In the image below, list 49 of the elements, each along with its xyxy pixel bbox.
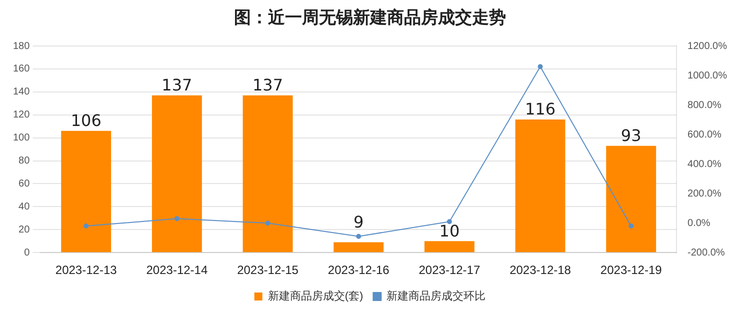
x-tick-label: 2023-12-19 bbox=[600, 263, 662, 278]
bar bbox=[334, 242, 384, 252]
x-tick-label: 2023-12-18 bbox=[510, 263, 572, 278]
y2-tick-label: 400.0% bbox=[688, 158, 722, 170]
point bbox=[265, 220, 270, 226]
y-tick-label: 180 bbox=[12, 40, 30, 52]
bar bbox=[606, 146, 656, 252]
x-tick-label: 2023-12-16 bbox=[328, 263, 390, 278]
point bbox=[356, 234, 362, 239]
y2-tick-label: 0.0% bbox=[688, 218, 710, 229]
data-label: 9 bbox=[354, 212, 364, 232]
y2-tick-label: 800.0% bbox=[688, 100, 722, 111]
bar bbox=[242, 95, 293, 252]
y-tick-label: 20 bbox=[18, 224, 30, 236]
y2-tick-label: 600.0% bbox=[688, 129, 722, 140]
y-tick-label: 0 bbox=[24, 247, 30, 258]
y2-tick-label: -200.0% bbox=[688, 247, 725, 258]
data-label: 137 bbox=[162, 76, 192, 95]
y-tick-label: 100 bbox=[12, 132, 30, 144]
data-label: 93 bbox=[620, 126, 642, 146]
legend-label: 新建商品房成交环比 bbox=[386, 290, 486, 303]
x-tick-label: 2023-12-14 bbox=[146, 263, 208, 278]
data-label: 116 bbox=[525, 100, 556, 119]
legend-label: 新建商品房成交(套) bbox=[268, 290, 364, 303]
chart-title: 图：近一周无锡新建商品房成交走势 bbox=[233, 7, 507, 30]
bar bbox=[61, 130, 112, 252]
point bbox=[446, 219, 452, 224]
data-label: 106 bbox=[70, 111, 102, 130]
bar bbox=[152, 95, 202, 252]
data-label: 137 bbox=[252, 76, 284, 95]
y-tick-label: 40 bbox=[18, 201, 30, 212]
y2-tick-label: 1200.0% bbox=[688, 40, 728, 52]
x-tick-label: 2023-12-17 bbox=[418, 263, 480, 278]
bar bbox=[424, 241, 474, 252]
bar bbox=[515, 119, 566, 252]
data-label: 10 bbox=[439, 221, 460, 240]
point bbox=[538, 64, 543, 70]
y2-tick-label: 1000.0% bbox=[688, 70, 728, 82]
point bbox=[628, 224, 634, 229]
point bbox=[84, 224, 89, 229]
y-tick-label: 80 bbox=[18, 156, 30, 167]
y-tick-label: 140 bbox=[12, 86, 30, 98]
y2-tick-label: 200.0% bbox=[688, 188, 722, 200]
y-tick-label: 120 bbox=[12, 110, 30, 121]
y-tick-label: 160 bbox=[12, 64, 30, 75]
y-tick-label: 60 bbox=[18, 178, 30, 190]
x-tick-label: 2023-12-13 bbox=[55, 263, 118, 278]
x-tick-label: 2023-12-15 bbox=[237, 263, 299, 278]
point bbox=[174, 216, 180, 222]
